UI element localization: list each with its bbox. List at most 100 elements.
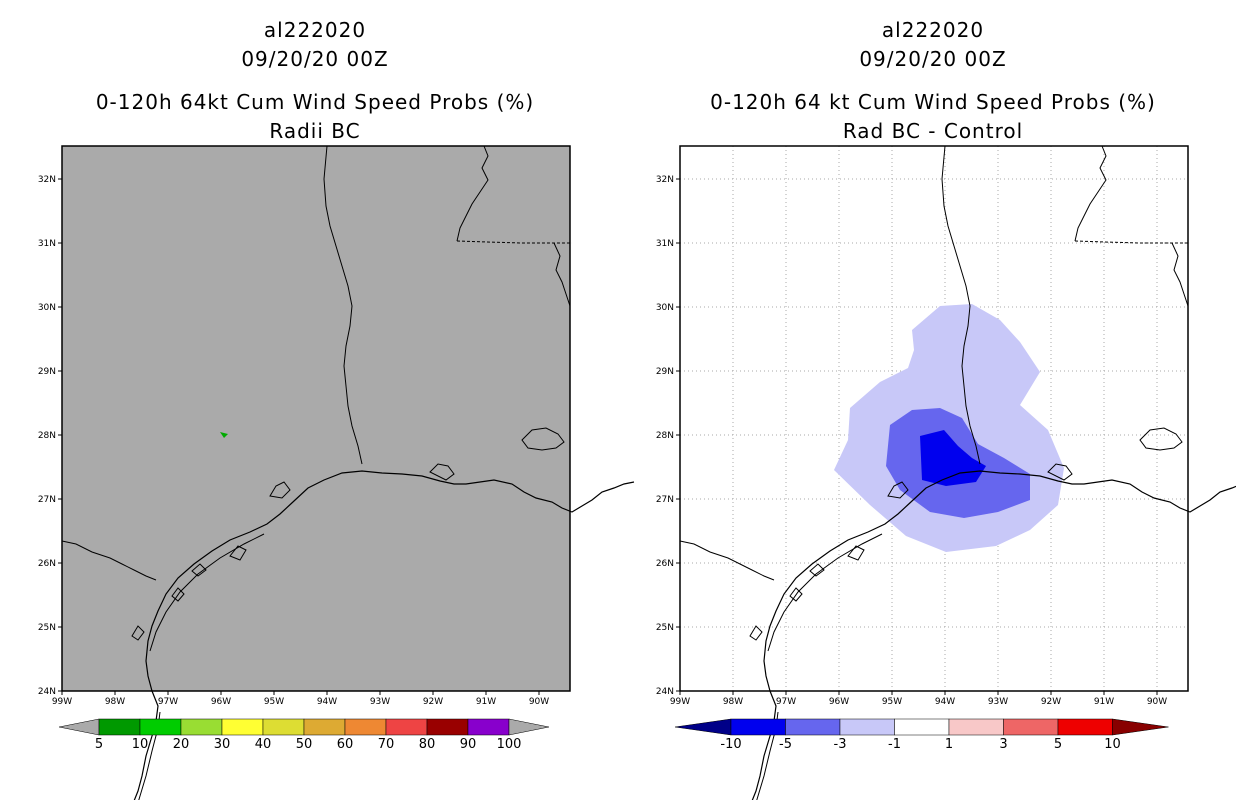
left-lon-label: 92W xyxy=(423,697,443,707)
left-colorbar-swatch xyxy=(303,718,346,736)
left-colorbar-label: 10 xyxy=(132,737,149,752)
left-colorbar-swatch xyxy=(180,718,223,736)
left-colorbar-label: 30 xyxy=(214,737,231,752)
left-colorbar-label: 20 xyxy=(173,737,190,752)
left-lon-label: 98W xyxy=(105,697,125,707)
left-colorbar-label: 60 xyxy=(337,737,354,752)
right-colorbar-label: 3 xyxy=(999,737,1007,752)
right-map-panel: 24N 25N 26N 27N 28N 29N 30N 31N 32N 99W 98W 97W 96W… xyxy=(656,145,1236,800)
left-lat-label: 32N xyxy=(38,175,56,185)
right-colorbar-swatch xyxy=(785,718,841,736)
left-lon-label: 97W xyxy=(158,697,178,707)
right-colorbar-swatch xyxy=(730,718,786,736)
left-colorbar: 5 10 20 30 40 50 60 70 80 90 100 xyxy=(58,718,550,752)
left-lat-label: 29N xyxy=(38,367,56,377)
left-colorbar-swatch xyxy=(139,718,182,736)
left-colorbar-label: 40 xyxy=(255,737,272,752)
right-colorbar-swatch xyxy=(839,718,895,736)
left-colorbar-arrow-high xyxy=(508,718,550,736)
right-lat-label: 29N xyxy=(656,367,674,377)
left-panel-title: al222020 09/20/20 00Z 0-120h 64kt Cum Wi… xyxy=(60,16,570,146)
left-lat-axis: 24N 25N 26N 27N 28N 29N 30N 31N 32N xyxy=(38,175,62,697)
left-lat-label: 26N xyxy=(38,559,56,569)
left-lon-label: 96W xyxy=(211,697,231,707)
right-lon-axis: 99W 98W 97W 96W 95W 94W 93W 92W 91W 90W xyxy=(670,691,1167,707)
right-lat-label: 30N xyxy=(656,303,674,313)
right-lat-label: 25N xyxy=(656,623,674,633)
right-lon-label: 94W xyxy=(935,697,955,707)
right-colorbar-label: -1 xyxy=(888,737,901,752)
left-lon-label: 91W xyxy=(476,697,496,707)
right-colorbar-swatch xyxy=(1003,718,1059,736)
right-colorbar-label: 5 xyxy=(1054,737,1062,752)
right-lon-label: 99W xyxy=(670,697,690,707)
left-lon-axis: 99W 98W 97W 96W 95W 94W 93W 92W 91W 90W xyxy=(52,691,549,707)
left-colorbar-swatch xyxy=(467,718,510,736)
left-lon-label: 93W xyxy=(370,697,390,707)
left-storm-id: al222020 xyxy=(263,18,367,42)
left-colorbar-swatch xyxy=(221,718,264,736)
left-colorbar-label: 70 xyxy=(378,737,395,752)
left-lat-label: 30N xyxy=(38,303,56,313)
left-probability-spot xyxy=(220,432,228,438)
left-lat-label: 27N xyxy=(38,495,56,505)
left-lon-label: 90W xyxy=(529,697,549,707)
left-lon-label: 94W xyxy=(317,697,337,707)
right-colorbar-arrow-low xyxy=(674,718,732,736)
right-lat-label: 24N xyxy=(656,687,674,697)
left-lon-label: 99W xyxy=(52,697,72,707)
right-colorbar-arrow-high xyxy=(1112,718,1169,736)
left-map-frame xyxy=(61,145,571,692)
right-lon-label: 96W xyxy=(829,697,849,707)
right-lat-label: 28N xyxy=(656,431,674,441)
left-colorbar-swatch xyxy=(98,718,141,736)
left-product: 0-120h 64kt Cum Wind Speed Probs (%) xyxy=(95,90,535,114)
left-lat-label: 24N xyxy=(38,687,56,697)
right-product: 0-120h 64 kt Cum Wind Speed Probs (%) xyxy=(710,90,1156,114)
left-colorbar-label: 100 xyxy=(497,737,522,752)
left-lat-label: 25N xyxy=(38,623,56,633)
left-datetime: 09/20/20 00Z xyxy=(241,47,389,71)
right-lon-label: 91W xyxy=(1094,697,1114,707)
left-colorbar-swatch xyxy=(385,718,428,736)
left-map-background xyxy=(62,146,570,691)
left-map-panel: 24N 25N 26N 27N 28N 29N 30N 31N 32N 99W 98W 97W 96W… xyxy=(38,145,635,800)
right-colorbar-label: -10 xyxy=(720,737,741,752)
left-colorbar-swatch xyxy=(344,718,387,736)
right-lon-label: 90W xyxy=(1147,697,1167,707)
right-lat-label: 32N xyxy=(656,175,674,185)
left-colorbar-swatch xyxy=(262,718,305,736)
left-lon-label: 95W xyxy=(264,697,284,707)
right-lat-label: 31N xyxy=(656,239,674,249)
right-datetime: 09/20/20 00Z xyxy=(859,47,1007,71)
right-colorbar-swatch xyxy=(894,718,950,736)
right-colorbar: -10 -5 -3 -1 1 3 5 10 xyxy=(674,718,1169,752)
left-colorbar-arrow-low xyxy=(58,718,100,736)
right-lon-label: 98W xyxy=(723,697,743,707)
left-lat-label: 28N xyxy=(38,431,56,441)
right-lon-label: 92W xyxy=(1041,697,1061,707)
right-subtitle: Rad BC - Control xyxy=(842,119,1024,143)
left-colorbar-label: 50 xyxy=(296,737,313,752)
right-colorbar-label: -5 xyxy=(779,737,792,752)
right-map-frame xyxy=(679,145,1189,692)
left-lat-label: 31N xyxy=(38,239,56,249)
right-colorbar-swatch xyxy=(948,718,1004,736)
right-lon-label: 93W xyxy=(988,697,1008,707)
right-colorbar-label: 10 xyxy=(1104,737,1121,752)
left-colorbar-label: 80 xyxy=(419,737,436,752)
right-lat-axis: 24N 25N 26N 27N 28N 29N 30N 31N 32N xyxy=(656,175,680,697)
right-colorbar-label: -3 xyxy=(834,737,847,752)
left-subtitle: Radii BC xyxy=(269,119,361,143)
right-storm-id: al222020 xyxy=(881,18,985,42)
left-colorbar-label: 90 xyxy=(460,737,477,752)
right-lon-label: 95W xyxy=(882,697,902,707)
left-colorbar-swatch xyxy=(426,718,469,736)
right-panel-title: al222020 09/20/20 00Z 0-120h 64 kt Cum W… xyxy=(678,16,1188,146)
right-colorbar-swatch xyxy=(1057,718,1113,736)
right-colorbar-label: 1 xyxy=(945,737,953,752)
right-lat-label: 27N xyxy=(656,495,674,505)
right-lon-label: 97W xyxy=(776,697,796,707)
left-colorbar-label: 5 xyxy=(95,737,103,752)
